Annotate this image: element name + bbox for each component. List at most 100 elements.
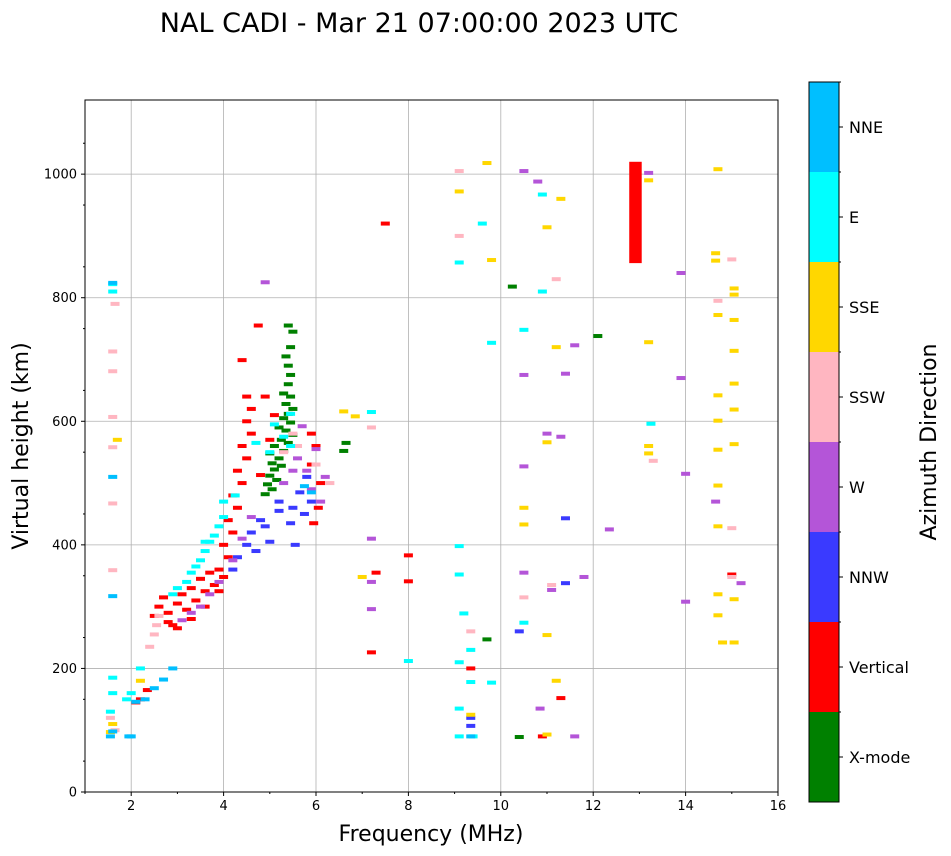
data-point [205, 539, 215, 544]
data-point [219, 499, 229, 504]
data-point [205, 570, 215, 575]
colorbar-swatch-sse [809, 262, 839, 352]
data-point [542, 431, 552, 436]
colorbar-label: Vertical [849, 658, 909, 677]
data-point [269, 413, 279, 418]
data-point [214, 524, 224, 529]
data-point [251, 440, 261, 445]
data-point [219, 574, 229, 579]
data-point [177, 618, 187, 623]
colorbar-swatch-vertical [809, 622, 839, 712]
data-point [205, 592, 215, 597]
data-point [311, 444, 321, 448]
data-point [293, 444, 303, 448]
data-point [214, 567, 224, 572]
data-point [108, 349, 118, 354]
data-point [711, 499, 721, 504]
data-point [537, 734, 547, 739]
data-point [196, 558, 205, 563]
plot-frame [84, 99, 779, 793]
data-point [108, 675, 118, 680]
colorbar-label: SSE [849, 298, 879, 317]
data-point [547, 587, 557, 592]
data-point [265, 437, 275, 442]
data-point [209, 533, 219, 538]
data-point [246, 515, 256, 520]
data-point [108, 280, 118, 285]
data-point [108, 691, 118, 696]
data-point [736, 581, 746, 586]
data-point [228, 530, 238, 535]
data-point [290, 542, 300, 547]
data-point [514, 629, 524, 634]
data-point [214, 589, 224, 594]
data-point [648, 458, 658, 463]
data-point [108, 594, 118, 599]
data-point [281, 428, 291, 433]
data-point [644, 444, 654, 448]
data-point [279, 416, 289, 421]
grid-lines [85, 100, 778, 792]
data-point [279, 391, 289, 396]
data-point [454, 189, 464, 194]
data-point [260, 394, 270, 399]
x-tick-label: 16 [770, 799, 787, 814]
data-point [644, 178, 654, 183]
data-point [276, 437, 286, 442]
data-point [727, 574, 737, 579]
data-point [223, 518, 233, 523]
data-point [154, 604, 164, 609]
data-point [646, 421, 656, 426]
data-point [246, 431, 256, 436]
data-point [200, 539, 210, 544]
data-point [350, 414, 360, 419]
data-point [713, 447, 723, 452]
data-point [108, 501, 118, 506]
data-point [644, 170, 654, 175]
data-point [295, 490, 305, 495]
data-point [152, 623, 162, 628]
data-point [135, 666, 145, 671]
data-point [718, 640, 728, 645]
data-point [269, 467, 279, 472]
data-point [260, 280, 270, 285]
data-point [729, 597, 739, 602]
data-point [454, 233, 464, 238]
data-point [274, 508, 284, 513]
data-point [108, 289, 118, 294]
data-point [154, 613, 164, 618]
data-point [242, 456, 252, 461]
data-point [286, 372, 296, 377]
colorbar-label: NNW [849, 568, 889, 587]
data-point [274, 499, 284, 504]
data-point [380, 221, 390, 226]
data-point [519, 169, 529, 174]
data-point [230, 493, 240, 498]
data-point [283, 440, 293, 445]
data-point [265, 539, 275, 544]
colorbar-swatch-e [809, 172, 839, 262]
data-point [514, 735, 524, 740]
data-point [105, 709, 115, 714]
data-point [265, 450, 275, 455]
y-tick-label: 400 [52, 538, 77, 553]
data-point [556, 434, 566, 439]
data-point [403, 553, 413, 558]
data-point [644, 340, 654, 345]
data-point [560, 371, 570, 376]
data-point [108, 414, 118, 419]
data-point [542, 633, 552, 638]
data-point [269, 444, 279, 448]
data-point [519, 620, 529, 625]
series-sse [105, 161, 739, 737]
data-point [149, 632, 159, 637]
data-point [200, 549, 210, 554]
data-point [519, 522, 529, 527]
data-point [232, 468, 242, 473]
data-point [260, 524, 270, 529]
data-point [286, 345, 296, 350]
data-point [537, 192, 547, 197]
data-point [302, 468, 312, 473]
data-point [309, 521, 319, 526]
colorbar-frame [808, 81, 840, 803]
